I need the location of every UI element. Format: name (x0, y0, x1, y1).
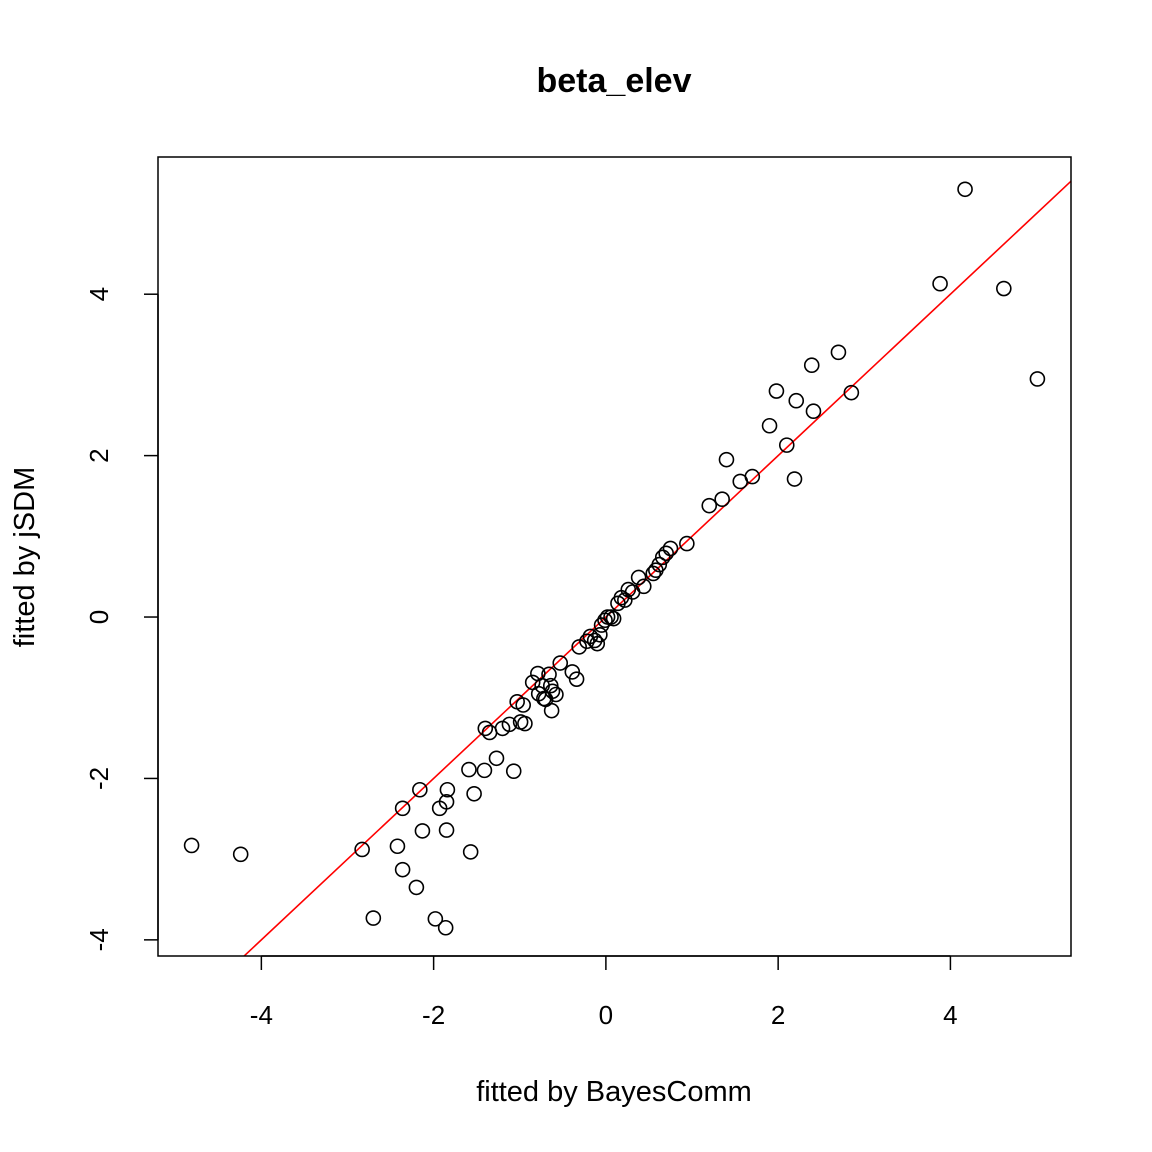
data-point (488, 750, 505, 767)
x-tick-label: 2 (771, 1000, 785, 1030)
data-point (437, 919, 454, 936)
data-point (803, 357, 820, 374)
data-point (603, 609, 619, 625)
data-point (592, 626, 608, 643)
data-point (932, 275, 948, 292)
x-tick-label: -4 (250, 1000, 273, 1030)
data-point (466, 785, 482, 802)
data-point (662, 540, 679, 557)
data-point (439, 781, 456, 798)
x-tick-label: 0 (599, 1000, 613, 1030)
data-point (408, 879, 425, 896)
data-point (462, 844, 479, 860)
data-point (843, 384, 860, 401)
data-point (568, 671, 585, 687)
data-point (996, 280, 1012, 297)
data-point (805, 403, 822, 420)
data-point (365, 910, 382, 926)
y-tick-label: -4 (84, 928, 114, 951)
data-point (412, 781, 428, 798)
data-point (476, 762, 493, 779)
data-point (761, 417, 778, 434)
data-point (183, 837, 200, 854)
data-point (786, 471, 803, 487)
data-point (788, 392, 805, 409)
data-point (658, 545, 674, 562)
data-point (589, 635, 606, 652)
data-point (548, 686, 564, 703)
data-point (354, 841, 370, 858)
data-point (543, 702, 560, 719)
data-point (701, 497, 718, 514)
data-point (593, 617, 610, 633)
data-point (477, 720, 494, 737)
data-point (830, 344, 847, 361)
x-axis-label: fitted by BayesComm (476, 1076, 752, 1108)
data-point (427, 911, 444, 927)
y-tick-label: -2 (84, 767, 114, 790)
data-point (651, 556, 668, 573)
data-point (630, 569, 647, 586)
data-point (1029, 371, 1046, 387)
data-point (414, 823, 431, 839)
data-point (517, 715, 533, 732)
data-point (394, 800, 411, 817)
data-point (768, 383, 785, 399)
data-point (438, 794, 455, 810)
data-point (617, 592, 633, 608)
y-tick-label: 2 (84, 448, 114, 462)
data-point (501, 716, 518, 733)
x-tick-label: 4 (943, 1000, 957, 1030)
data-point (599, 609, 616, 625)
data-point (714, 491, 730, 507)
data-point (579, 633, 595, 650)
chart-title: beta_elev (537, 62, 692, 100)
data-point (635, 578, 652, 595)
data-point (778, 437, 795, 453)
x-axis: -4 -2 0 2 4 (250, 955, 958, 1030)
data-point (552, 655, 569, 671)
data-point (389, 838, 406, 855)
data-point (394, 861, 411, 878)
data-point (232, 846, 249, 863)
data-point (586, 632, 603, 649)
data-point (605, 610, 622, 627)
data-point (544, 683, 561, 700)
data-point (515, 697, 532, 713)
data-points (183, 181, 1046, 936)
data-point (744, 468, 761, 485)
plot-frame (157, 156, 1072, 957)
data-point (438, 822, 455, 838)
data-point (654, 549, 671, 566)
data-point (718, 451, 735, 468)
data-point (505, 763, 522, 779)
y-axis-label: fitted by jSDM (9, 467, 41, 648)
data-point (679, 535, 695, 552)
data-point (461, 761, 477, 778)
data-point (541, 666, 557, 683)
y-tick-label: 4 (84, 287, 114, 301)
data-point (571, 639, 587, 655)
y-tick-label: 0 (84, 610, 114, 624)
data-point (957, 181, 973, 198)
x-tick-label: -2 (422, 1000, 445, 1030)
